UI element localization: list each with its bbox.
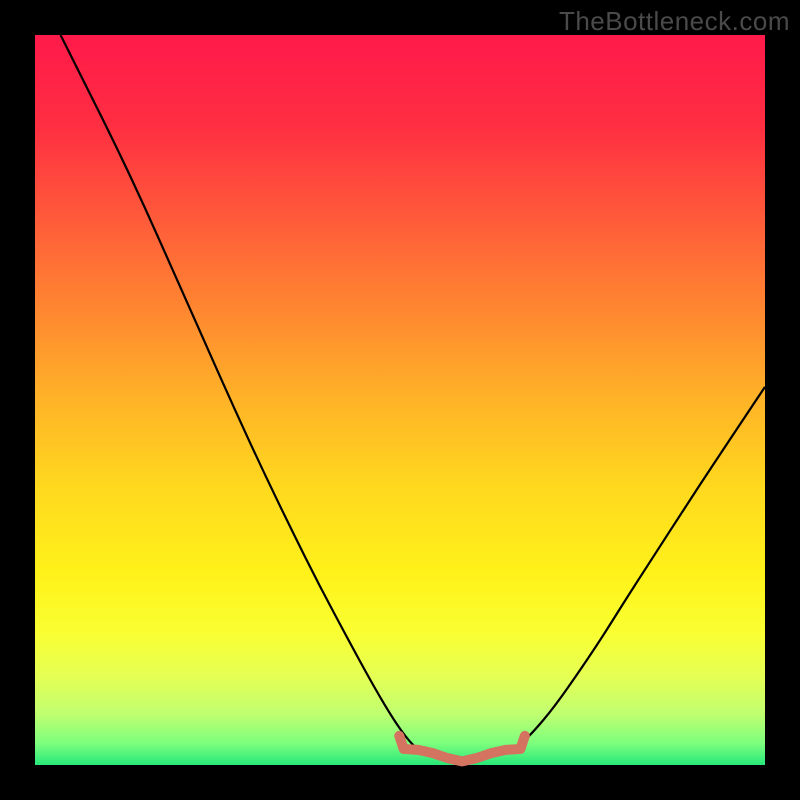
watermark-text: TheBottleneck.com xyxy=(559,6,790,37)
chart-container: TheBottleneck.com xyxy=(0,0,800,800)
plot-background xyxy=(35,35,765,765)
bottleneck-chart xyxy=(0,0,800,800)
